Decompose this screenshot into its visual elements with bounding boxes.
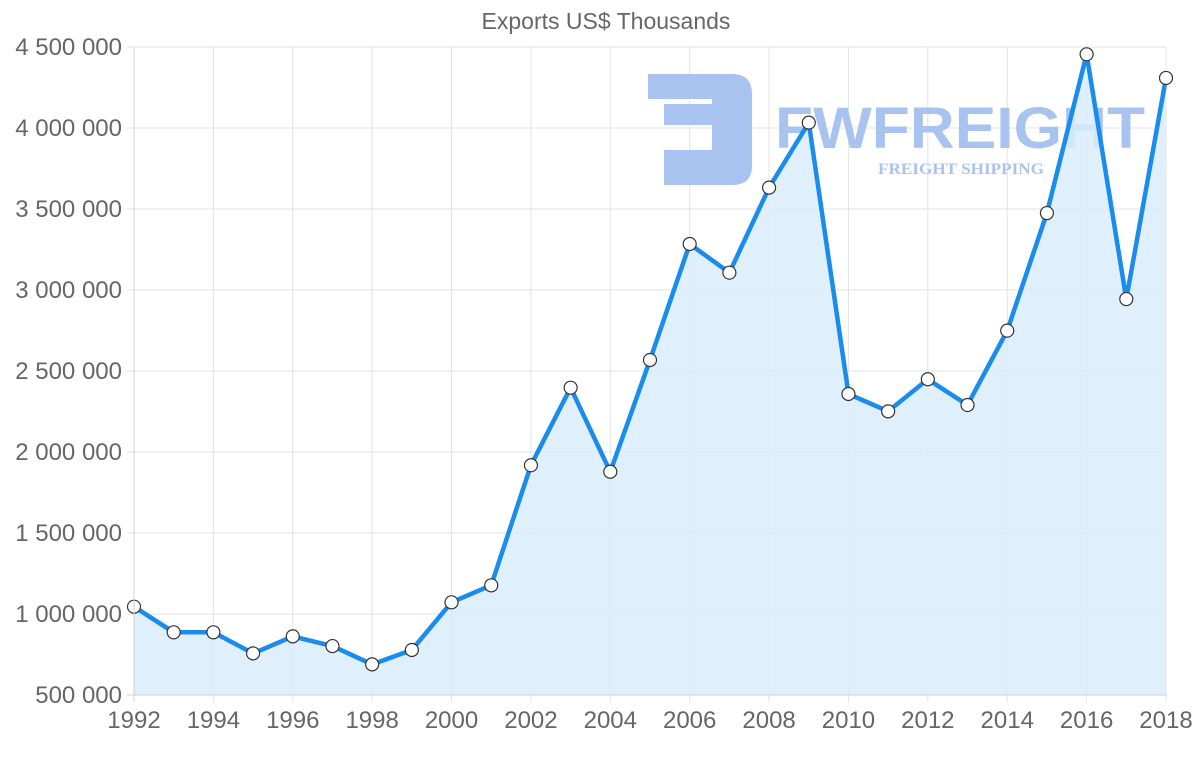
data-point-2014[interactable] — [1000, 323, 1015, 338]
x-tick-label: 1998 — [345, 707, 398, 734]
x-tick-label: 2004 — [584, 707, 637, 734]
x-tick-label: 2012 — [901, 707, 954, 734]
data-point-2002[interactable] — [523, 458, 539, 473]
x-tick-label: 1992 — [107, 707, 160, 734]
data-point-2010[interactable] — [841, 386, 856, 402]
x-tick-label: 2002 — [504, 707, 557, 734]
data-point-1998[interactable] — [365, 657, 380, 672]
y-tick-label: 500 000 — [35, 682, 122, 709]
x-tick-label: 1994 — [187, 707, 240, 734]
data-point-2001[interactable] — [484, 578, 499, 593]
logo-mark-icon — [648, 74, 752, 185]
y-tick-label: 2 500 000 — [15, 358, 122, 385]
watermark-tagline: FREIGHT SHIPPING — [878, 161, 1045, 178]
chart-title: Exports US$ Thousands — [482, 8, 731, 34]
data-point-2017[interactable] — [1119, 291, 1134, 307]
y-tick-label: 1 500 000 — [15, 520, 122, 547]
x-tick-label: 2010 — [822, 707, 875, 734]
y-axis-ticks: 500 000 1 000 000 1 500 000 2 000 000 2 500 … — [15, 34, 122, 709]
data-point-1995[interactable] — [245, 646, 261, 661]
data-point-2007[interactable] — [722, 265, 737, 280]
x-tick-label: 2014 — [981, 707, 1034, 734]
data-point-2015[interactable] — [1039, 205, 1055, 221]
x-tick-label: 1996 — [266, 707, 319, 734]
data-point-2004[interactable] — [603, 464, 618, 479]
x-tick-label: 2018 — [1139, 707, 1192, 734]
y-tick-label: 3 500 000 — [15, 196, 122, 223]
data-point-1999[interactable] — [404, 642, 419, 658]
x-tick-label: 2000 — [425, 707, 478, 734]
data-point-1993[interactable] — [166, 625, 181, 640]
y-tick-label: 3 000 000 — [15, 277, 122, 304]
area-fill — [134, 54, 1166, 696]
data-point-2009[interactable] — [801, 115, 816, 130]
data-point-2016[interactable] — [1079, 47, 1094, 62]
y-tick-label: 2 000 000 — [15, 439, 122, 466]
x-axis-ticks: 1992 1994 1996 1998 2000 2002 2004 2006 2008 2010… — [107, 707, 1192, 734]
y-tick-label: 1 000 000 — [15, 601, 122, 628]
data-point-2000[interactable] — [444, 595, 459, 610]
data-point-2006[interactable] — [682, 236, 697, 252]
data-point-1994[interactable] — [206, 625, 221, 640]
data-point-2003[interactable] — [563, 380, 578, 395]
data-point-1997[interactable] — [325, 638, 340, 654]
data-point-2005[interactable] — [642, 352, 658, 368]
x-tick-label: 2006 — [663, 707, 716, 734]
data-point-2013[interactable] — [960, 397, 975, 413]
y-tick-label: 4 500 000 — [15, 34, 122, 61]
data-point-2012[interactable] — [920, 372, 935, 387]
x-tick-label: 2008 — [742, 707, 795, 734]
x-tick-label: 2016 — [1060, 707, 1113, 734]
data-point-2008[interactable] — [761, 180, 777, 195]
data-point-2011[interactable] — [881, 404, 896, 419]
data-point-1996[interactable] — [285, 629, 300, 644]
data-point-2018[interactable] — [1158, 70, 1174, 86]
y-tick-label: 4 000 000 — [15, 115, 122, 142]
